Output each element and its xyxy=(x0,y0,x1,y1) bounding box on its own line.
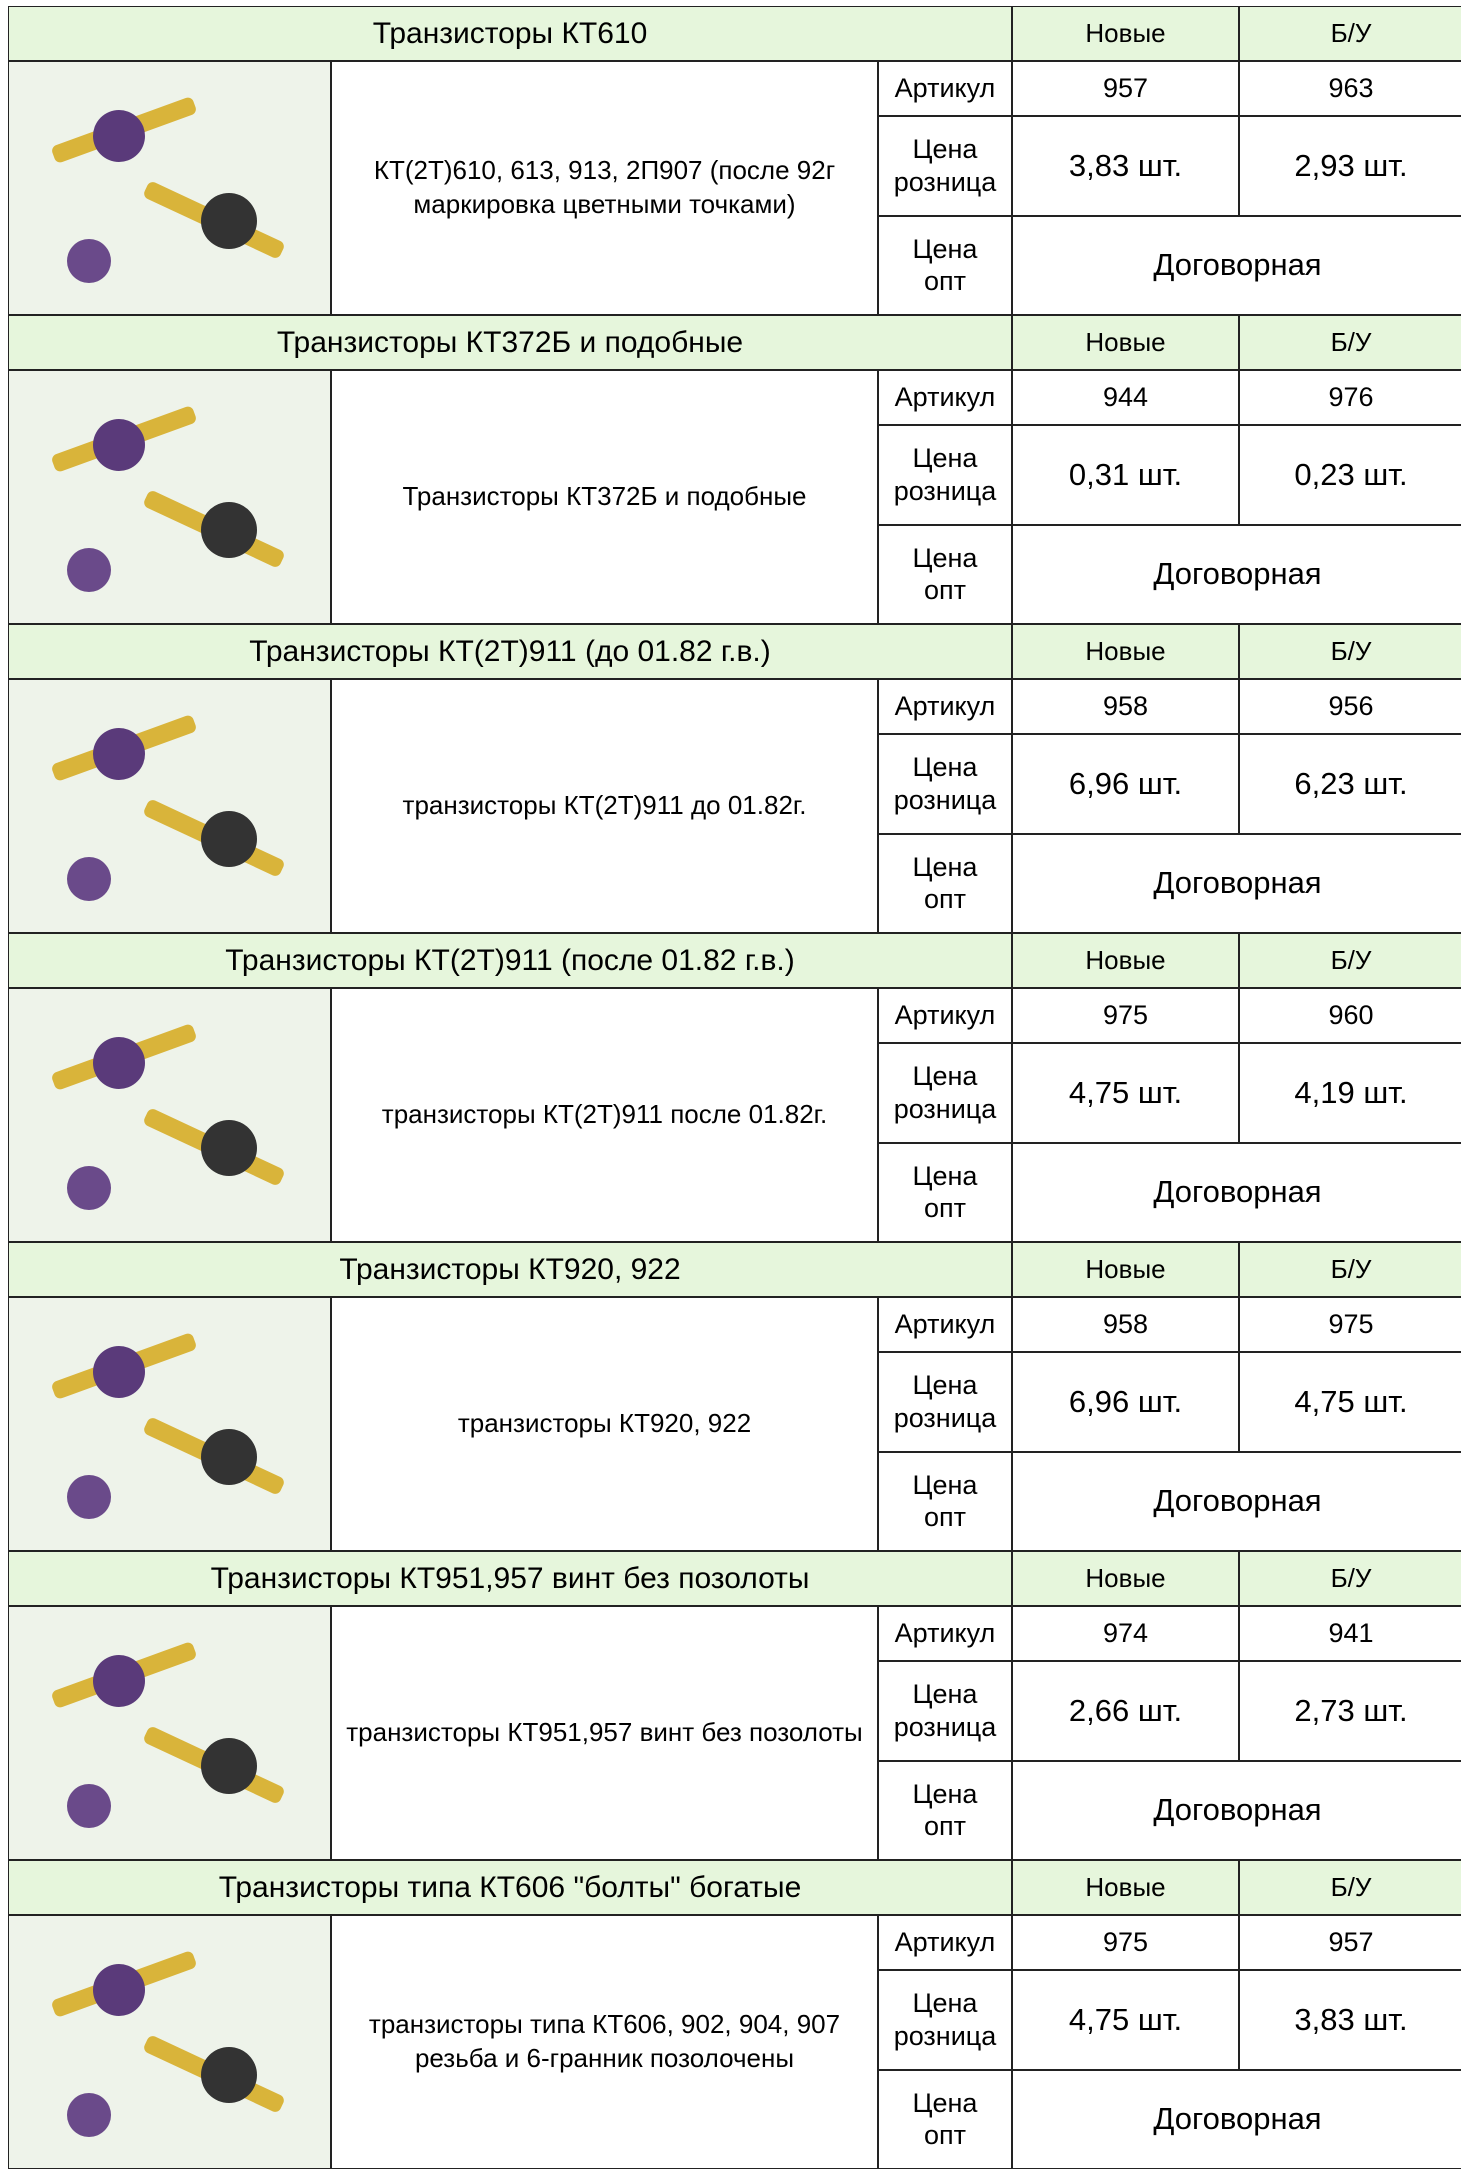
product-image xyxy=(8,370,331,624)
product-image xyxy=(8,679,331,933)
description: транзисторы КТ(2Т)911 до 01.82г. xyxy=(331,679,878,933)
product-image xyxy=(8,1297,331,1551)
article-label: Артикул xyxy=(878,988,1012,1043)
wholesale-label: Цена опт xyxy=(878,524,1012,624)
article-used: 975 xyxy=(1239,1297,1461,1352)
retail-new: 6,96 шт. xyxy=(1012,1352,1239,1452)
article-label: Артикул xyxy=(878,1297,1012,1352)
column-new: Новые xyxy=(1012,624,1239,679)
retail-used: 4,75 шт. xyxy=(1239,1352,1461,1452)
photo xyxy=(9,680,330,932)
retail-new: 3,83 шт. xyxy=(1012,116,1239,216)
photo xyxy=(9,989,330,1241)
retail-used: 4,19 шт. xyxy=(1239,1043,1461,1143)
retail-used: 2,73 шт. xyxy=(1239,1661,1461,1761)
wholesale-label: Цена опт xyxy=(878,1760,1012,1860)
retail-used: 2,93 шт. xyxy=(1239,116,1461,216)
retail-label: Цена розница xyxy=(878,1043,1012,1143)
wholesale-price: Договорная xyxy=(1012,1142,1461,1242)
wholesale-price: Договорная xyxy=(1012,215,1461,315)
article-label: Артикул xyxy=(878,61,1012,116)
article-new: 944 xyxy=(1012,370,1239,425)
product-image xyxy=(8,988,331,1242)
article-label: Артикул xyxy=(878,370,1012,425)
column-used: Б/У xyxy=(1239,6,1461,61)
article-used: 941 xyxy=(1239,1606,1461,1661)
article-new: 957 xyxy=(1012,61,1239,116)
wholesale-price: Договорная xyxy=(1012,1760,1461,1860)
description: Транзисторы КТ372Б и подобные xyxy=(331,370,878,624)
column-used: Б/У xyxy=(1239,624,1461,679)
article-new: 974 xyxy=(1012,1606,1239,1661)
article-label: Артикул xyxy=(878,679,1012,734)
column-new: Новые xyxy=(1012,1242,1239,1297)
section-title: Транзисторы КТ951,957 винт без позолоты xyxy=(8,1551,1012,1606)
wholesale-label: Цена опт xyxy=(878,1142,1012,1242)
section-title: Транзисторы КТ610 xyxy=(8,6,1012,61)
description: транзисторы КТ920, 922 xyxy=(331,1297,878,1551)
article-new: 975 xyxy=(1012,988,1239,1043)
column-used: Б/У xyxy=(1239,1242,1461,1297)
product-image xyxy=(8,1606,331,1860)
photo xyxy=(9,62,330,314)
retail-label: Цена розница xyxy=(878,1970,1012,2070)
column-used: Б/У xyxy=(1239,1860,1461,1915)
column-new: Новые xyxy=(1012,315,1239,370)
article-used: 976 xyxy=(1239,370,1461,425)
photo xyxy=(9,1607,330,1859)
description: транзисторы КТ(2Т)911 после 01.82г. xyxy=(331,988,878,1242)
retail-new: 2,66 шт. xyxy=(1012,1661,1239,1761)
wholesale-label: Цена опт xyxy=(878,833,1012,933)
wholesale-price: Договорная xyxy=(1012,1451,1461,1551)
retail-label: Цена розница xyxy=(878,1661,1012,1761)
retail-new: 6,96 шт. xyxy=(1012,734,1239,834)
retail-label: Цена розница xyxy=(878,734,1012,834)
retail-used: 0,23 шт. xyxy=(1239,425,1461,525)
column-new: Новые xyxy=(1012,1551,1239,1606)
article-used: 956 xyxy=(1239,679,1461,734)
article-new: 958 xyxy=(1012,1297,1239,1352)
wholesale-label: Цена опт xyxy=(878,2069,1012,2169)
section-title: Транзисторы КТ372Б и подобные xyxy=(8,315,1012,370)
article-used: 963 xyxy=(1239,61,1461,116)
description: транзисторы типа КТ606, 902, 904, 907 ре… xyxy=(331,1915,878,2169)
column-used: Б/У xyxy=(1239,933,1461,988)
photo xyxy=(9,371,330,623)
column-new: Новые xyxy=(1012,933,1239,988)
section-title: Транзисторы КТ(2Т)911 (после 01.82 г.в.) xyxy=(8,933,1012,988)
photo xyxy=(9,1298,330,1550)
retail-label: Цена розница xyxy=(878,116,1012,216)
wholesale-price: Договорная xyxy=(1012,833,1461,933)
retail-used: 6,23 шт. xyxy=(1239,734,1461,834)
retail-label: Цена розница xyxy=(878,1352,1012,1452)
section-title: Транзисторы типа КТ606 "болты" богатые xyxy=(8,1860,1012,1915)
description: транзисторы КТ951,957 винт без позолоты xyxy=(331,1606,878,1860)
product-image xyxy=(8,1915,331,2169)
column-used: Б/У xyxy=(1239,1551,1461,1606)
description: КТ(2Т)610, 613, 913, 2П907 (после 92г ма… xyxy=(331,61,878,315)
retail-new: 0,31 шт. xyxy=(1012,425,1239,525)
section-title: Транзисторы КТ920, 922 xyxy=(8,1242,1012,1297)
photo xyxy=(9,1916,330,2168)
article-used: 957 xyxy=(1239,1915,1461,1970)
retail-new: 4,75 шт. xyxy=(1012,1970,1239,2070)
article-label: Артикул xyxy=(878,1606,1012,1661)
wholesale-label: Цена опт xyxy=(878,1451,1012,1551)
column-used: Б/У xyxy=(1239,315,1461,370)
article-new: 958 xyxy=(1012,679,1239,734)
wholesale-label: Цена опт xyxy=(878,215,1012,315)
retail-label: Цена розница xyxy=(878,425,1012,525)
article-used: 960 xyxy=(1239,988,1461,1043)
wholesale-price: Договорная xyxy=(1012,524,1461,624)
article-label: Артикул xyxy=(878,1915,1012,1970)
section-title: Транзисторы КТ(2Т)911 (до 01.82 г.в.) xyxy=(8,624,1012,679)
product-image xyxy=(8,61,331,315)
retail-used: 3,83 шт. xyxy=(1239,1970,1461,2070)
column-new: Новые xyxy=(1012,1860,1239,1915)
column-new: Новые xyxy=(1012,6,1239,61)
retail-new: 4,75 шт. xyxy=(1012,1043,1239,1143)
wholesale-price: Договорная xyxy=(1012,2069,1461,2169)
article-new: 975 xyxy=(1012,1915,1239,1970)
